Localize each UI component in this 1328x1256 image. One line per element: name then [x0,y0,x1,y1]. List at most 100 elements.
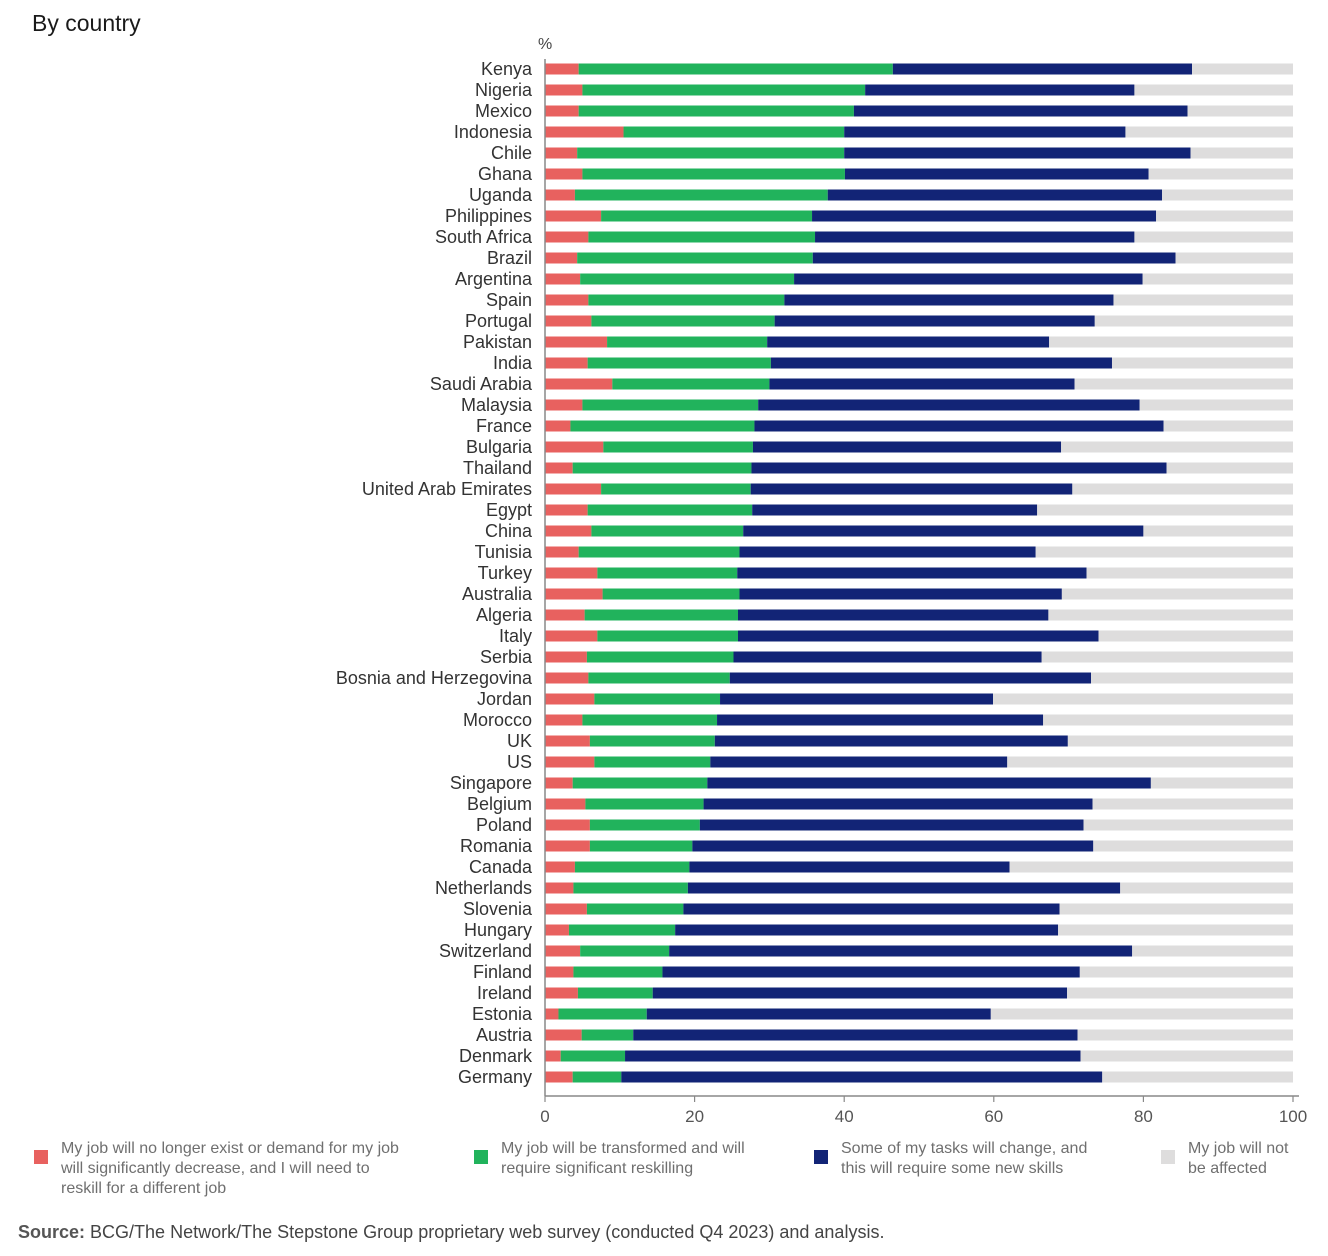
bar-segment [591,525,744,537]
bar-segment [1048,609,1293,621]
bar-segment [652,987,1068,999]
bar-segment [585,798,704,810]
bar-segment [892,63,1193,75]
bar-segment [572,1071,622,1083]
category-label: Algeria [476,605,533,625]
category-label: Germany [458,1067,532,1087]
bar-segment [589,735,715,747]
category-label: France [476,416,532,436]
bar-segment [545,378,613,390]
bar-segment [588,231,816,243]
bar-segment [707,777,1151,789]
category-label: Brazil [487,248,532,268]
category-label: Hungary [464,920,532,940]
bar-segment [582,714,718,726]
bar-segment [1058,924,1293,936]
bar-segment [545,294,589,306]
category-label: Singapore [450,773,532,793]
bar-segment [737,567,1087,579]
bar-segment [767,336,1050,348]
bar-segment [545,735,590,747]
bar-segment [646,1008,991,1020]
bar-segment [633,1029,1078,1041]
bar-segment [588,294,785,306]
bar-segment [545,966,574,978]
category-label: Jordan [477,689,532,709]
bar-segment [602,588,740,600]
legend-label: My job will not be affected [1188,1140,1289,1177]
category-label: Switzerland [439,941,532,961]
bar-segment [545,189,575,201]
bar-segment [545,210,602,222]
bar-segment [710,756,1008,768]
bar-segment [545,168,583,180]
bar-segment [1067,735,1293,747]
bar-segment [737,630,1099,642]
bar-segment [623,126,845,138]
category-label: Indonesia [454,122,533,142]
category-label: Thailand [463,458,532,478]
bar-segment [729,672,1092,684]
bar-segment [545,483,602,495]
source-label: Source: [18,1222,86,1242]
category-label: Philippines [445,206,532,226]
legend-label: My job will no longer exist or demand fo… [61,1140,399,1197]
bar-segment [545,273,581,285]
bar-segment [573,882,688,894]
bar-segment [545,987,578,999]
bar-segment [545,756,595,768]
x-tick-label: 100 [1279,1107,1307,1126]
bar-segment [1074,378,1293,390]
bar-segment [743,525,1144,537]
category-label: Egypt [486,500,532,520]
category-label: Uganda [469,185,533,205]
category-label: Serbia [480,647,533,667]
bar-segment [703,798,1093,810]
bar-segment [558,1008,647,1020]
category-label: India [493,353,533,373]
bar-segment [572,777,708,789]
bar-segment [1163,420,1293,432]
category-label: UK [507,731,532,751]
category-label: Spain [486,290,532,310]
category-label: Pakistan [463,332,532,352]
bar-segment [1041,651,1293,663]
bar-segment [560,1050,626,1062]
bar-segment [545,840,590,852]
bar-segment [545,1029,582,1041]
category-label: Italy [499,626,532,646]
bar-segment [572,462,752,474]
bar-segment [577,987,653,999]
bar-segment [699,819,1084,831]
category-label: Chile [491,143,532,163]
legend-swatch [814,1150,828,1164]
bar-segment [1094,315,1293,327]
category-label: Netherlands [435,878,532,898]
bar-segment [990,1008,1293,1020]
bar-segment [1132,945,1293,957]
bar-segment [545,399,583,411]
bar-segment [1080,1050,1293,1062]
bar-segment [1059,903,1293,915]
bar-segment [574,189,828,201]
bar-segment [769,378,1075,390]
bar-segment [1049,336,1293,348]
bar-segment [584,609,738,621]
bar-segment [545,714,583,726]
bar-segment [733,651,1042,663]
bar-segment [1111,357,1293,369]
bar-segment [1037,504,1293,516]
bar-segment [545,819,590,831]
bar-segment [582,399,759,411]
bar-segment [545,357,588,369]
bar-segment [612,378,770,390]
bar-segment [812,252,1176,264]
bar-segment [545,126,624,138]
bar-segment [545,315,592,327]
bar-segment [770,357,1112,369]
bar-segment [1166,462,1293,474]
source-note: Source: BCG/The Network/The Stepstone Gr… [18,1222,884,1243]
bar-segment [717,714,1044,726]
bar-segment [1162,189,1293,201]
category-label: United Arab Emirates [362,479,532,499]
